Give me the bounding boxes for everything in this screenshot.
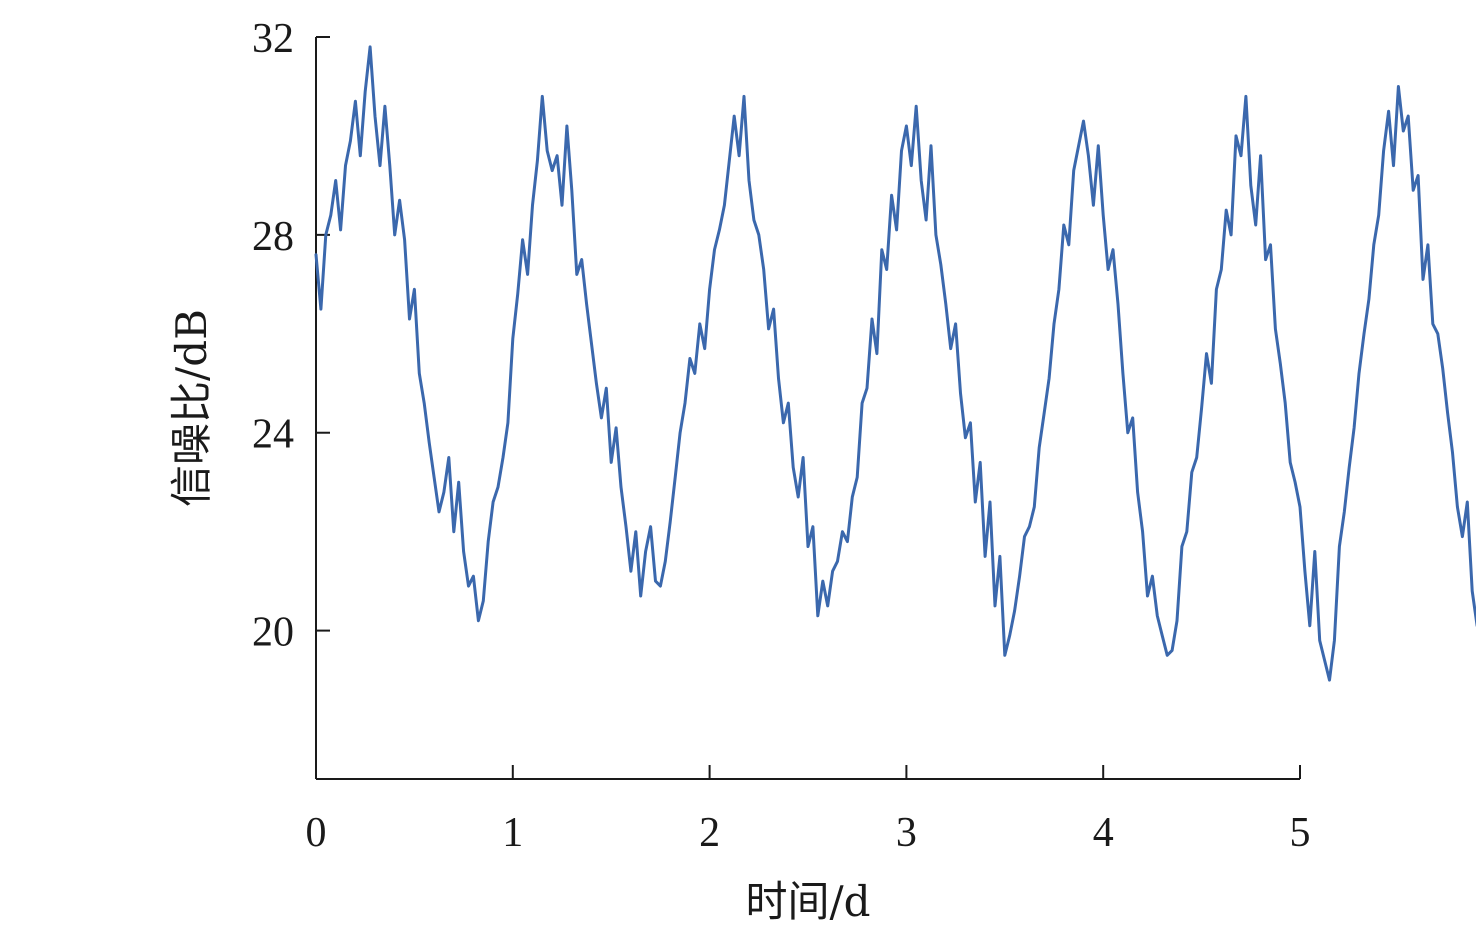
x-tick-label: 1 [502,810,523,856]
y-ticks: 20 24 28 32 [252,16,330,656]
x-tick-label: 5 [1290,810,1311,856]
x-axis-title: 时间/d [745,877,870,926]
y-axis-title: 信噪比/dB [167,309,216,507]
y-tick-label: 32 [252,16,294,62]
x-tick-label: 3 [896,810,917,856]
y-tick-label: 28 [252,214,294,260]
x-tick-label: 0 [306,810,327,856]
x-tick-label: 2 [699,810,720,856]
series-line-0 [314,45,1476,682]
y-tick-label: 20 [252,610,294,656]
x-ticks: 0 1 2 3 4 5 [306,765,1311,856]
series-layer [314,45,1476,682]
x-tick-label: 4 [1093,810,1114,856]
y-tick-label: 24 [252,412,294,458]
axes [315,37,1300,780]
